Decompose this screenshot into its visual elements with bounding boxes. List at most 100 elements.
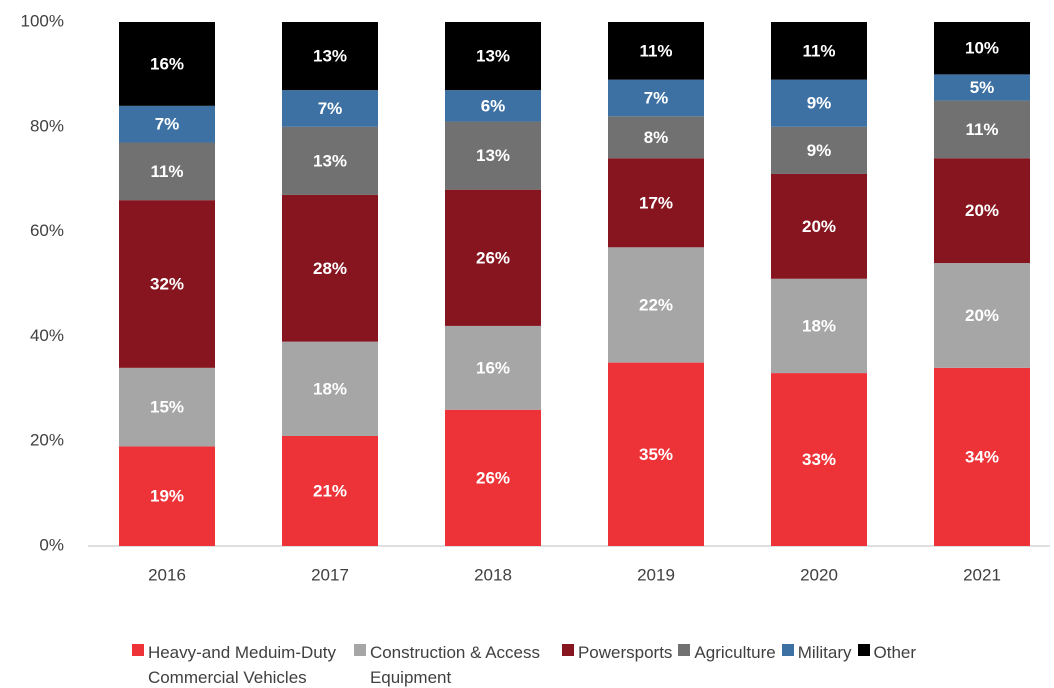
bar-segment [445, 22, 541, 91]
bar-segment [934, 263, 1030, 368]
bar-segment [771, 278, 867, 374]
data-label: 20% [965, 306, 999, 325]
x-tick-label: 2021 [963, 565, 1001, 584]
data-label: 13% [313, 151, 347, 170]
bar-segment [119, 200, 215, 368]
data-label: 19% [150, 487, 184, 506]
bar-segment [445, 121, 541, 190]
legend-item: Heavy-and Meduim-Duty Commercial Vehicle… [131, 640, 348, 688]
y-tick-label: 100% [21, 11, 64, 30]
data-label: 20% [965, 201, 999, 220]
bar-segment [119, 446, 215, 546]
legend-swatch [678, 644, 691, 656]
x-tick-label: 2018 [474, 565, 512, 584]
data-label: 32% [150, 274, 184, 293]
bar-segment [608, 158, 704, 248]
bar-segment [608, 22, 704, 80]
data-label: 20% [802, 217, 836, 236]
bar-segment [771, 22, 867, 80]
y-tick-label: 20% [30, 431, 64, 450]
data-label: 16% [476, 358, 510, 377]
data-label: 35% [639, 445, 673, 464]
bar-segment [934, 100, 1030, 159]
bar-segment [934, 22, 1030, 75]
bar-segment [934, 367, 1030, 546]
legend-label: Heavy-and Meduim-Duty Commercial Vehicle… [147, 643, 336, 687]
data-label: 11% [150, 162, 183, 181]
chart: 0% 20% 40% 60% 80% 100% 2016 19% 15% 32% 11% 7% 16% 2… [21, 11, 1050, 584]
data-label: 22% [639, 295, 673, 314]
bar-segment [282, 22, 378, 91]
bar-segment [608, 116, 704, 159]
legend-swatch [781, 644, 794, 656]
data-label: 6% [481, 96, 506, 115]
legend-item: Construction & Access Equipment [353, 640, 556, 688]
data-label: 15% [150, 398, 184, 417]
legend-label: Agriculture [694, 643, 776, 662]
bar-segment [934, 74, 1030, 101]
data-label: 11% [639, 41, 672, 60]
bar-segment [771, 126, 867, 174]
bar-segment [445, 189, 541, 326]
data-label: 26% [476, 248, 510, 267]
bar-segment [445, 409, 541, 546]
data-label: 7% [644, 88, 669, 107]
data-label: 7% [155, 115, 180, 134]
data-label: 13% [476, 146, 510, 165]
legend-swatch [857, 644, 870, 656]
legend-item: Military [781, 640, 852, 665]
x-tick-label: 2020 [800, 565, 838, 584]
data-label: 21% [313, 481, 347, 500]
y-tick-label: 40% [30, 326, 64, 345]
data-label: 28% [313, 259, 347, 278]
legend-swatch [131, 644, 144, 656]
y-tick-label: 0% [39, 535, 64, 554]
bar-segment [282, 90, 378, 127]
data-label: 18% [802, 316, 836, 335]
legend-item: Other [857, 640, 917, 665]
bar-segment [445, 325, 541, 410]
data-label: 13% [476, 47, 510, 66]
data-label: 33% [802, 450, 836, 469]
data-label: 16% [150, 54, 184, 73]
bar-segment [771, 79, 867, 127]
legend-label: Construction & Access Equipment [369, 643, 541, 687]
data-label: 18% [313, 379, 347, 398]
bar-segment [119, 105, 215, 143]
bar-segment [282, 126, 378, 195]
bar-segment [445, 90, 541, 122]
x-tick-label: 2019 [637, 565, 675, 584]
legend-label: Other [873, 643, 917, 662]
legend-label: Powersports [577, 643, 673, 662]
bar-segment [119, 142, 215, 201]
legend: Heavy-and Meduim-Duty Commercial Vehicle… [0, 640, 1054, 688]
legend-label: Military [797, 643, 852, 662]
data-label: 9% [807, 94, 832, 113]
data-label: 9% [807, 141, 832, 160]
bar-segment [608, 362, 704, 546]
bar-segment [119, 367, 215, 447]
data-label: 26% [476, 468, 510, 487]
data-label: 7% [318, 99, 343, 118]
data-label: 11% [965, 120, 998, 139]
legend-swatch [353, 644, 366, 656]
legend-item: Agriculture [678, 640, 776, 665]
data-label: 11% [802, 41, 835, 60]
bar-segment [282, 341, 378, 436]
x-tick-label: 2017 [311, 565, 349, 584]
bar-segment [119, 22, 215, 106]
bar-segment [608, 247, 704, 363]
bar-segment [282, 194, 378, 342]
bar-segment [771, 373, 867, 546]
legend-item: Powersports [561, 640, 673, 665]
data-label: 5% [970, 78, 995, 97]
y-tick-label: 80% [30, 116, 64, 135]
data-label: 17% [639, 193, 673, 212]
bar-segment [771, 173, 867, 279]
bar-segment [282, 435, 378, 546]
x-tick-label: 2016 [148, 565, 186, 584]
y-tick-label: 60% [30, 221, 64, 240]
data-label: 10% [965, 39, 999, 58]
bar-segment [934, 158, 1030, 264]
